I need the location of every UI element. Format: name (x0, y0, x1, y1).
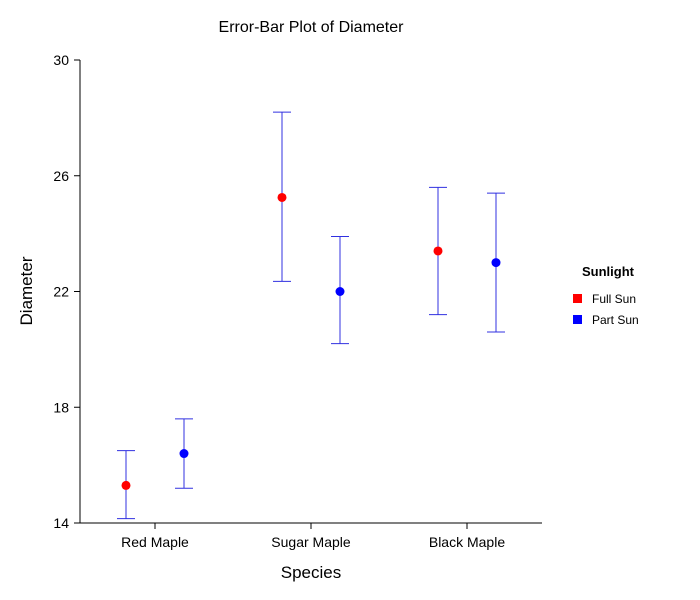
legend: Sunlight Full Sun Part Sun (573, 264, 639, 327)
x-tick-label: Red Maple (121, 534, 189, 550)
x-tick-label: Black Maple (429, 534, 505, 550)
legend-title: Sunlight (582, 264, 635, 279)
data-marks (117, 111, 505, 520)
y-axis-label: Diameter (17, 256, 36, 325)
legend-swatch-part-sun (573, 315, 582, 324)
axes (79, 60, 542, 524)
y-tick-label: 14 (53, 515, 69, 531)
legend-label-full-sun: Full Sun (592, 292, 636, 306)
y-axis-ticks: 14 18 22 26 30 (53, 52, 80, 531)
y-tick-label: 18 (53, 399, 69, 415)
y-tick-label: 26 (53, 168, 69, 184)
y-tick-label: 22 (53, 284, 69, 300)
mean-point-full-sun (433, 246, 443, 256)
mean-point-part-sun (491, 258, 501, 268)
x-tick-label: Sugar Maple (271, 534, 351, 550)
mean-point-full-sun (277, 192, 287, 202)
chart-title: Error-Bar Plot of Diameter (219, 19, 405, 36)
mean-point-part-sun (179, 449, 189, 459)
y-tick-label: 30 (53, 52, 69, 68)
legend-label-part-sun: Part Sun (592, 313, 639, 327)
mean-point-part-sun (335, 287, 345, 296)
legend-swatch-full-sun (573, 294, 582, 303)
x-axis-ticks: Red Maple Sugar Maple Black Maple (121, 523, 505, 550)
mean-point-full-sun (121, 480, 131, 490)
x-axis-label: Species (281, 563, 341, 582)
